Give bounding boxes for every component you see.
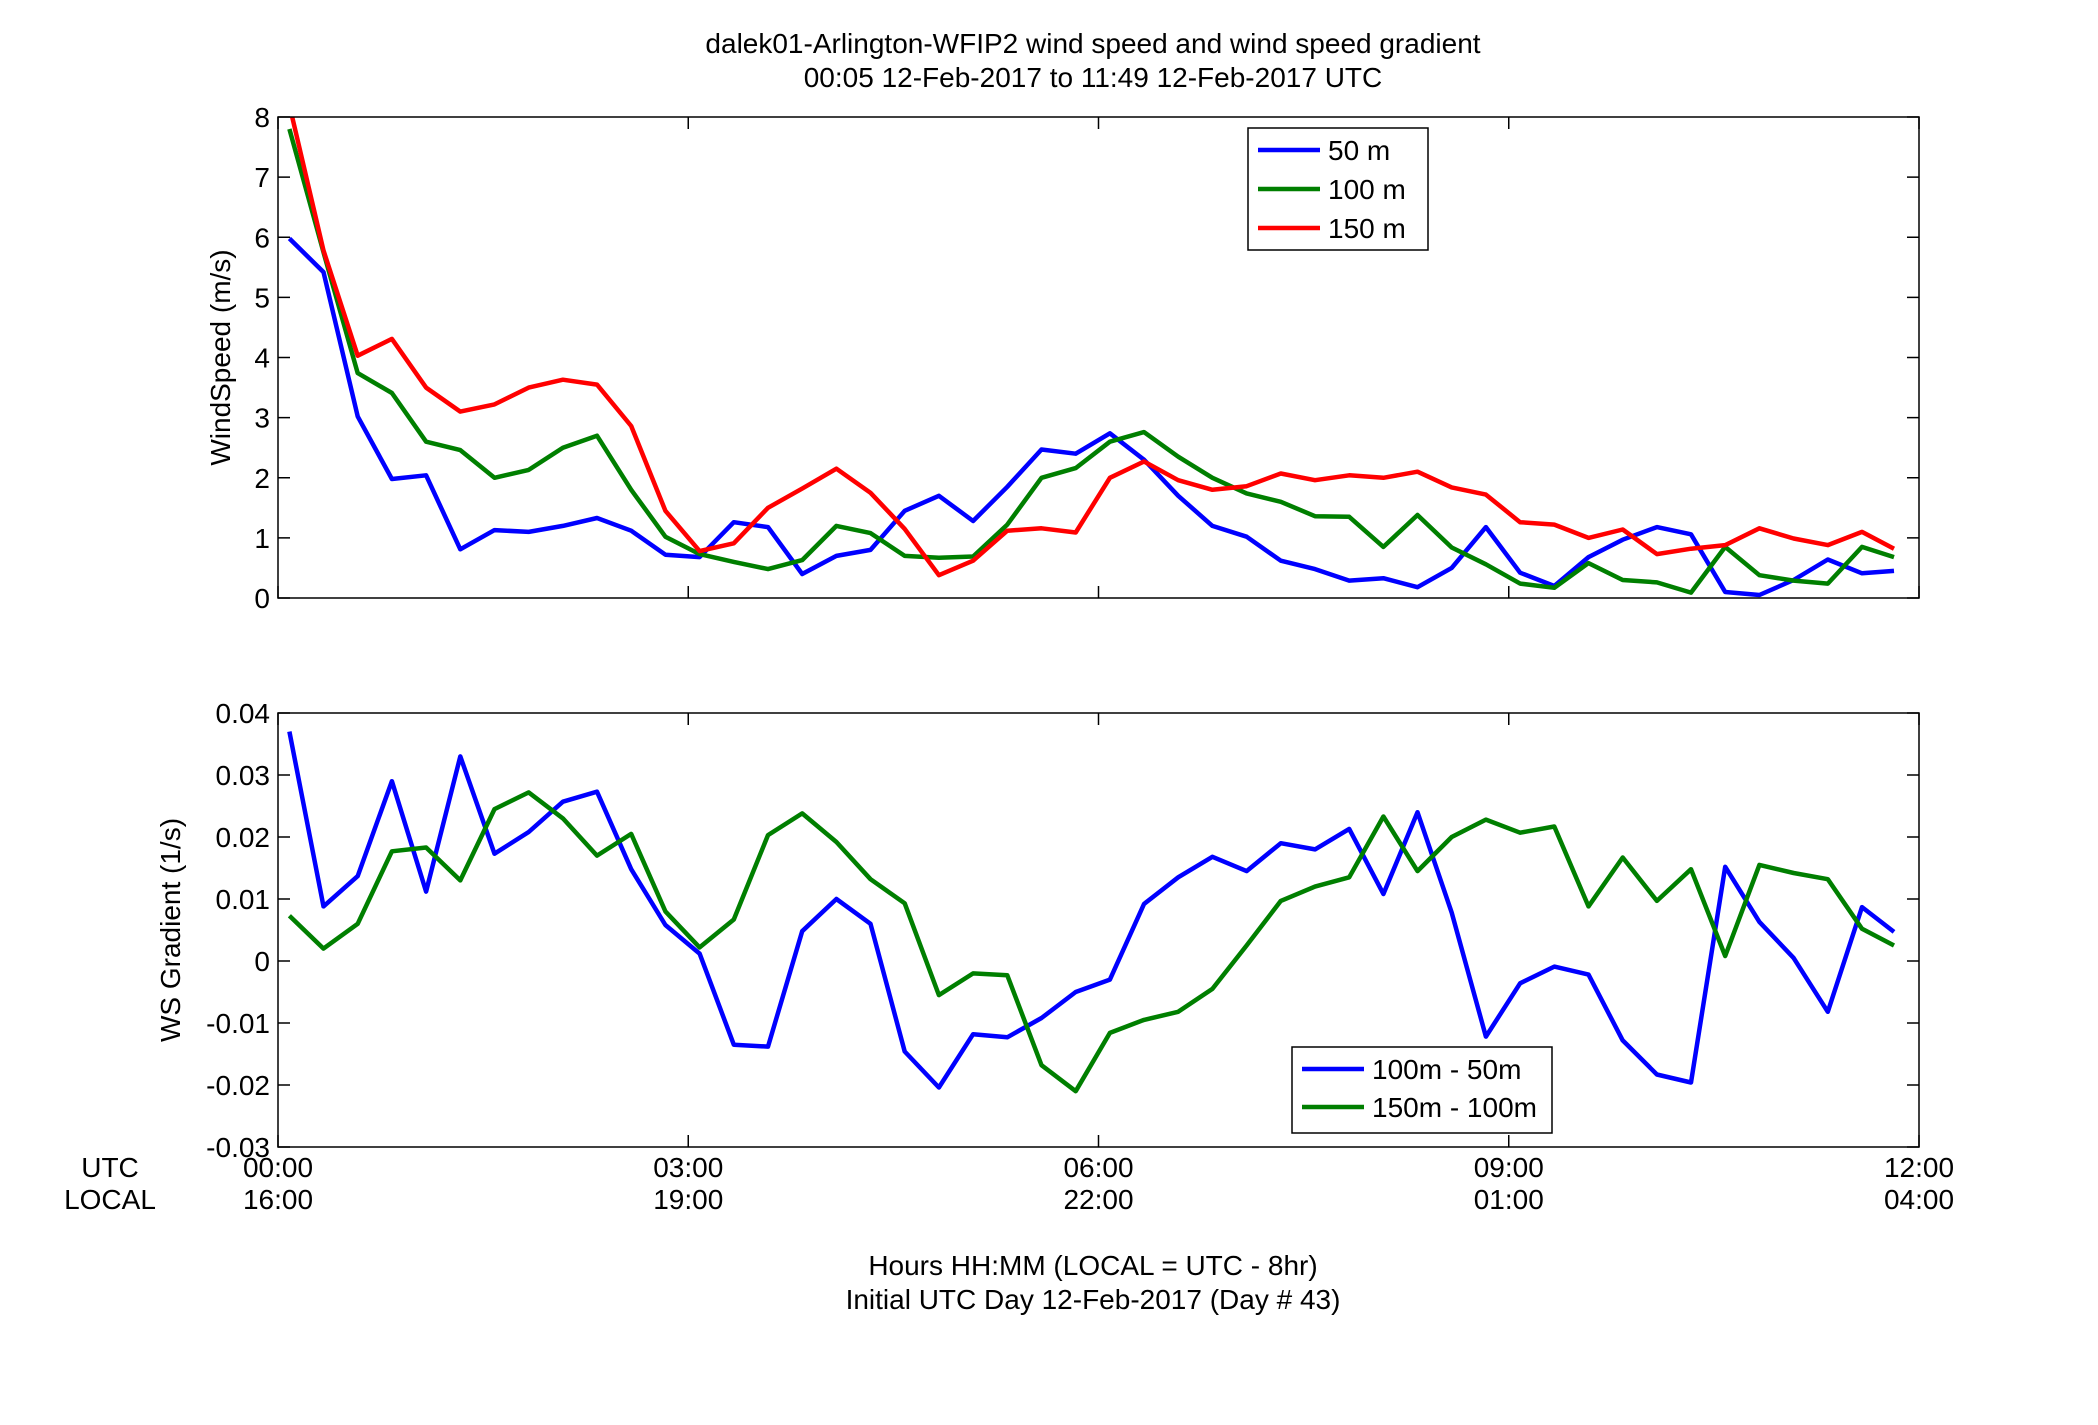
x-tick-label-local: 04:00 xyxy=(1884,1184,1954,1215)
legend-box xyxy=(1291,1046,1553,1134)
y-tick-label: 0.01 xyxy=(216,884,271,915)
legend: 50 m 100 m 150 m xyxy=(1247,127,1429,251)
series-group xyxy=(287,731,1896,1094)
x-tick-label-local: 16:00 xyxy=(243,1184,313,1215)
y-tick-label: 0 xyxy=(254,946,270,977)
y-tick-label: 3 xyxy=(254,403,270,434)
x-tick-label-utc: 06:00 xyxy=(1063,1152,1133,1183)
legend-entry-label: 50 m xyxy=(1328,135,1390,166)
y-tick-label: -0.01 xyxy=(206,1008,270,1039)
x-tick-label-local: 19:00 xyxy=(653,1184,723,1215)
series-line-1 xyxy=(287,731,1896,1090)
series-line-2 xyxy=(287,790,1896,1094)
y-tick-label: 6 xyxy=(254,222,270,253)
x-tick-label-local: 22:00 xyxy=(1063,1184,1133,1215)
y-axis-label: WS Gradient (1/s) xyxy=(155,818,186,1042)
y-tick-label: 1 xyxy=(254,523,270,554)
y-tick-label: 0.04 xyxy=(216,698,271,729)
y-tick-label: 5 xyxy=(254,282,270,313)
x-tick-label-utc: 03:00 xyxy=(653,1152,723,1183)
series-group xyxy=(287,117,1896,598)
legend-entry-label: 150m - 100m xyxy=(1372,1092,1537,1123)
legend: 100m - 50m 150m - 100m xyxy=(1291,1046,1553,1134)
plot-frame xyxy=(277,116,1920,599)
series-line-2 xyxy=(287,128,1895,595)
y-tick-label: 0.03 xyxy=(216,760,271,791)
y-tick-label: 2 xyxy=(254,463,270,494)
legend-entry-label: 100m - 50m xyxy=(1372,1054,1521,1085)
legend-entry-label: 150 m xyxy=(1328,213,1406,244)
y-axis-label: WindSpeed (m/s) xyxy=(205,249,236,465)
local-row-label: LOCAL xyxy=(64,1184,156,1215)
plot-frame xyxy=(277,712,1920,1148)
chart-title-line1: dalek01-Arlington-WFIP2 wind speed and w… xyxy=(705,28,1480,59)
x-tick-labels-utc: 00:00 03:00 06:00 09:00 12:00 xyxy=(243,1152,1954,1183)
legend-entry-label: 100 m xyxy=(1328,174,1406,205)
y-tick-label: 7 xyxy=(254,162,270,193)
x-tick-label-utc: 12:00 xyxy=(1884,1152,1954,1183)
x-axis-caption-line2: Initial UTC Day 12-Feb-2017 (Day # 43) xyxy=(846,1284,1341,1315)
series-line-3 xyxy=(289,117,1896,578)
x-tick-labels-local: 16:00 19:00 22:00 01:00 04:00 xyxy=(243,1184,1954,1215)
y-tick-label: -0.03 xyxy=(206,1132,270,1163)
utc-row-label: UTC xyxy=(81,1152,139,1183)
wind-speed-panel: 0 1 2 3 4 5 6 7 8 WindSpeed (m/s) 50 m 100 m 150 m xyxy=(205,102,1920,614)
y-tick-label: 8 xyxy=(254,102,270,133)
x-tick-label-local: 01:00 xyxy=(1474,1184,1544,1215)
x-axis-caption-line1: Hours HH:MM (LOCAL = UTC - 8hr) xyxy=(868,1250,1317,1281)
y-tick-label: -0.02 xyxy=(206,1070,270,1101)
series-line-1 xyxy=(287,236,1895,598)
y-tick-label: 4 xyxy=(254,343,270,374)
x-tick-label-utc: 09:00 xyxy=(1474,1152,1544,1183)
wind-gradient-panel: -0.03 -0.02 -0.01 0 0.01 0.02 0.03 0.04 WS Gradi… xyxy=(155,698,1920,1163)
x-tick-label-utc: 00:00 xyxy=(243,1152,313,1183)
y-tick-label: 0 xyxy=(254,583,270,614)
y-tick-label: 0.02 xyxy=(216,822,271,853)
chart-title-line2: 00:05 12-Feb-2017 to 11:49 12-Feb-2017 U… xyxy=(804,62,1383,93)
